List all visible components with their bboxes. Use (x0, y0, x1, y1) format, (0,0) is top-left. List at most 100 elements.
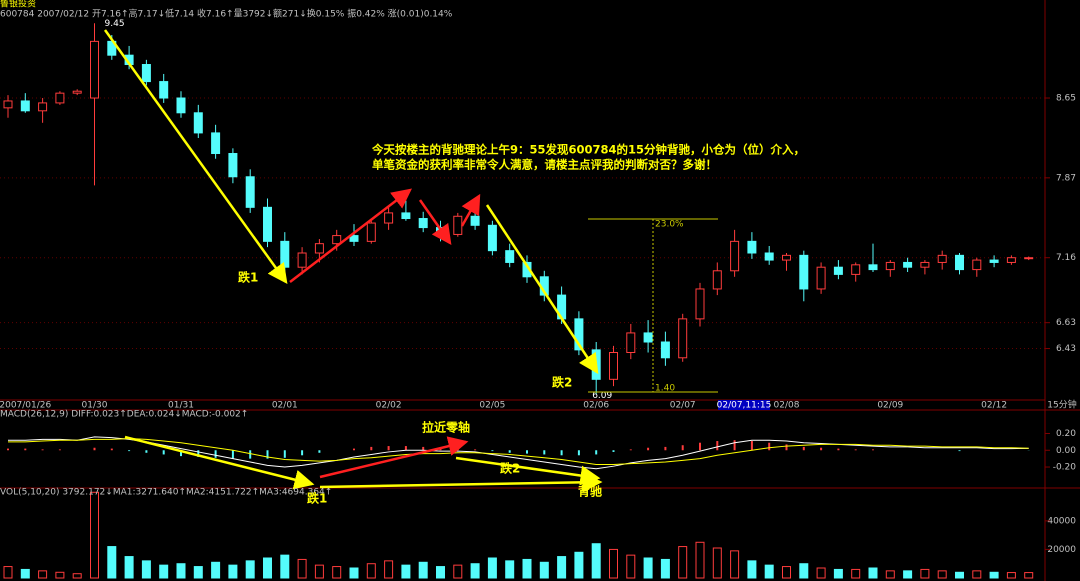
candle-body (470, 215, 480, 226)
volume-bar (280, 554, 290, 579)
stock-name: 鲁银投资 (0, 0, 36, 10)
candle-body (332, 235, 342, 245)
volume-bar (38, 570, 48, 579)
volume-bar (366, 563, 376, 579)
candle-body (263, 206, 272, 242)
candle-body (712, 270, 722, 290)
candle-body (366, 222, 376, 242)
candle-body (401, 212, 411, 220)
y-tick-label: 0.20 (1056, 429, 1076, 439)
candle-body (1024, 257, 1034, 260)
candle-body (695, 288, 705, 320)
annotation: 背驰 (578, 484, 602, 499)
x-tick-label: 02/09 (877, 401, 903, 411)
candle-body (1006, 257, 1016, 263)
volume-bar (418, 561, 428, 579)
candle-body (159, 81, 169, 99)
volume-bar (678, 546, 688, 579)
volume-bar (349, 567, 359, 579)
volume-bar (557, 556, 567, 579)
volume-bar (297, 558, 307, 579)
volume-bar (609, 548, 618, 579)
x-tick-label: 02/01 (272, 401, 298, 411)
plot-area: 6.43 6.63 7.16 7.87 8.65 2007/01/26 01/30 01/31… (0, 19, 1077, 579)
y-tick-label: 7.16 (1056, 253, 1076, 263)
candle-body (314, 243, 324, 254)
period-label: 15分钟 (1047, 399, 1076, 411)
volume-bar (522, 558, 532, 579)
x-tick-label: 02/06 (583, 401, 609, 411)
candle-body (799, 254, 809, 290)
candle-body (885, 261, 895, 271)
candle-body (55, 92, 65, 104)
volume-bar (695, 541, 705, 579)
volume-bar (816, 567, 826, 579)
candle-body (903, 261, 913, 268)
volume-bar (211, 561, 221, 579)
volume-bar (591, 543, 601, 579)
volume-bar (1006, 572, 1016, 579)
candle-body (937, 254, 947, 263)
volume-bar (159, 564, 169, 579)
y-tick-label: 40000 (1047, 516, 1076, 526)
note: 今天按楼主的背驰理论上午9：55发现600784的15分钟背驰，小仓为（位）介入… (371, 143, 805, 157)
low-label: 6.09 (592, 391, 612, 401)
volume-bar (955, 571, 964, 579)
candle-body (38, 102, 48, 112)
x-tick-label: 01/30 (82, 401, 108, 411)
volume-bar (972, 570, 982, 579)
volume-bar (72, 573, 82, 579)
y-tick-label: 6.63 (1056, 318, 1076, 328)
candle-body (955, 254, 964, 271)
volume-bar (401, 564, 411, 579)
high-label: 9.45 (105, 19, 125, 29)
volume-bar (660, 558, 670, 579)
cursor-label: 02/07,11:15 (717, 401, 772, 411)
candle-body (505, 250, 515, 263)
candle-body (228, 153, 238, 178)
volume-bar (384, 560, 394, 579)
x-tick-label: 2007/01/26 (0, 401, 52, 411)
candle-body (678, 318, 688, 359)
x-tick-label: 01/31 (168, 401, 194, 411)
volume-bar (833, 568, 843, 579)
candle-body (989, 259, 999, 263)
candle-body (349, 235, 359, 242)
y-tick-label: -0.20 (1053, 463, 1077, 473)
annotation: 23.0% (655, 220, 684, 230)
volume-bar (453, 564, 463, 579)
swing-measure (588, 218, 718, 393)
volume-bar (314, 564, 324, 579)
volume-bar (176, 563, 186, 579)
volume-bar (263, 557, 272, 579)
note: 单笔资金的获利率非常令人满意，请楼主点评我的判断对否？多谢！ (372, 158, 717, 172)
macd-line (8, 438, 1029, 466)
volume-bar (712, 547, 722, 579)
candle-body (730, 240, 740, 272)
candle-body (816, 266, 826, 290)
cursor-box (718, 400, 770, 410)
x-tick-label: 02/08 (774, 401, 800, 411)
volume-bar (193, 566, 203, 579)
candle-body (626, 332, 636, 353)
macd-line (8, 436, 1029, 470)
candle-body (245, 176, 255, 208)
volume-bar (574, 551, 584, 579)
candle-body (453, 215, 463, 235)
annotation: 跌1 (307, 491, 327, 506)
macd-header: MACD(26,12,9) DIFF:0.023↑DEA:0.024↓MACD:… (0, 410, 248, 420)
volume-bar (20, 568, 30, 579)
volume-bar (764, 564, 774, 579)
volume-bar (920, 568, 930, 579)
volume-bar (730, 550, 740, 579)
volume-bar (107, 546, 117, 579)
candle-body (782, 254, 791, 261)
volume-bar (782, 566, 791, 579)
candle-body (747, 240, 757, 254)
volume-bar (903, 570, 913, 579)
candle-body (176, 97, 186, 114)
volume-bar (626, 554, 636, 579)
candle-body (20, 100, 30, 112)
candle-body (3, 100, 13, 109)
candle-body (920, 261, 930, 268)
